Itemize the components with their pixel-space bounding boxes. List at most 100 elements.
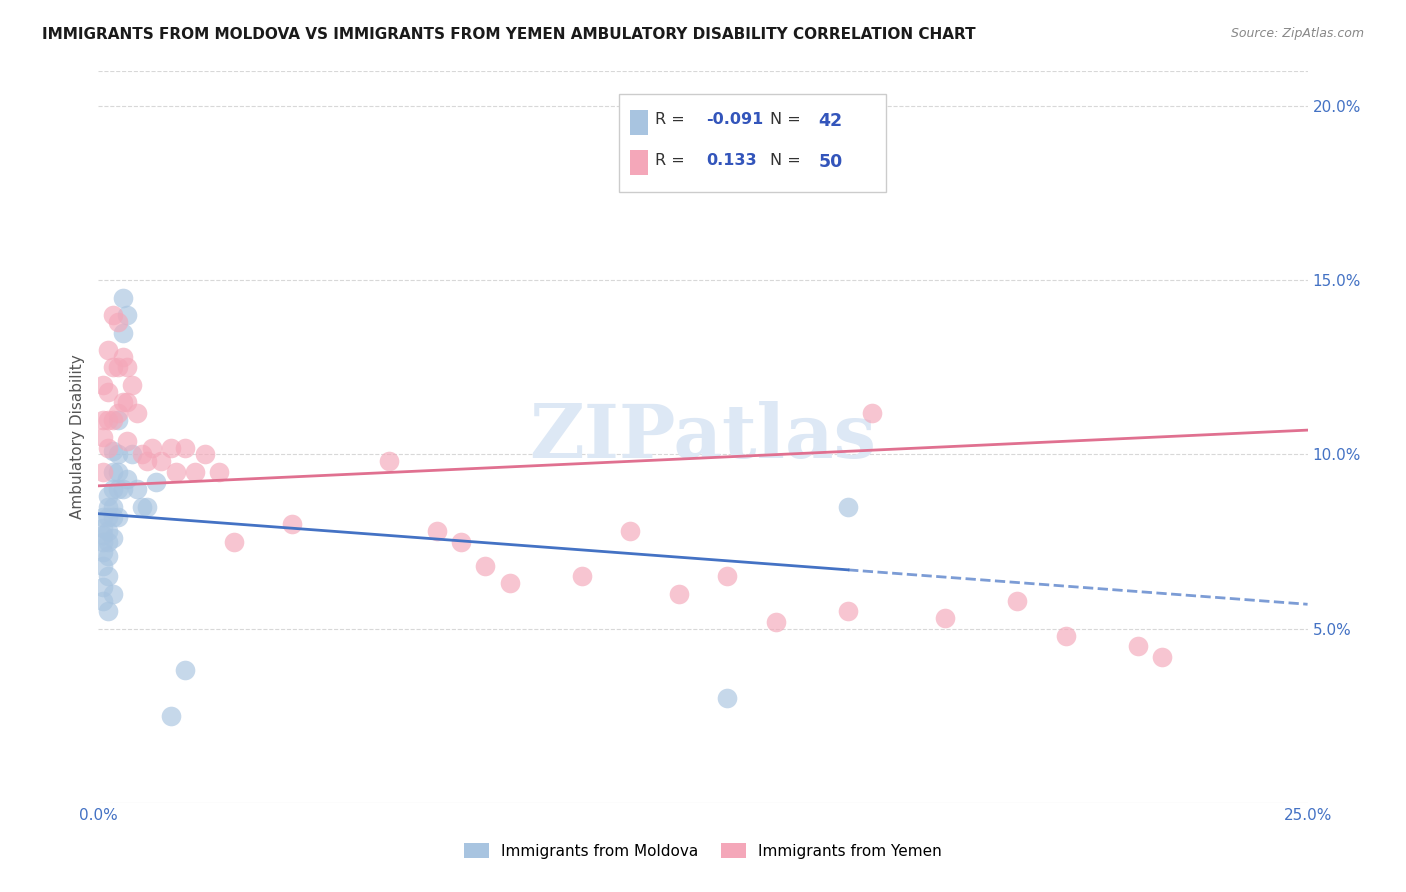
Point [141, 441, 163, 455]
Point [97, 569, 120, 583]
Point [97, 510, 120, 524]
Point [121, 448, 143, 462]
Point [101, 308, 124, 322]
Point [111, 395, 134, 409]
Point [101, 500, 124, 514]
Point [111, 291, 134, 305]
Point [117, 472, 139, 486]
Text: -0.091: -0.091 [706, 112, 763, 128]
Point [107, 465, 129, 479]
Point [91, 545, 114, 559]
Point [668, 587, 690, 601]
Point [860, 406, 883, 420]
Text: N =: N = [770, 112, 807, 128]
Point [150, 454, 173, 468]
Text: IMMIGRANTS FROM MOLDOVA VS IMMIGRANTS FROM YEMEN AMBULATORY DISABILITY CORRELATI: IMMIGRANTS FROM MOLDOVA VS IMMIGRANTS FR… [42, 27, 976, 42]
Point [97, 343, 120, 357]
Point [107, 315, 129, 329]
Point [716, 691, 738, 706]
Point [97, 534, 120, 549]
Point [111, 483, 134, 497]
Point [101, 444, 124, 458]
Point [111, 326, 134, 340]
Point [97, 549, 120, 563]
Point [194, 448, 217, 462]
Point [1128, 639, 1150, 653]
Point [117, 434, 139, 448]
Point [127, 483, 149, 497]
Point [97, 489, 120, 503]
Point [111, 350, 134, 364]
Point [426, 524, 449, 538]
Point [174, 664, 197, 678]
Point [127, 406, 149, 420]
Point [101, 587, 124, 601]
Point [1152, 649, 1174, 664]
Point [107, 448, 129, 462]
Point [117, 308, 139, 322]
Point [97, 384, 120, 399]
Point [934, 611, 956, 625]
Point [1054, 629, 1077, 643]
Point [716, 569, 738, 583]
Point [97, 604, 120, 618]
Point [174, 441, 197, 455]
Point [165, 465, 187, 479]
Text: Source: ZipAtlas.com: Source: ZipAtlas.com [1230, 27, 1364, 40]
Point [101, 412, 124, 426]
Legend: Immigrants from Moldova, Immigrants from Yemen: Immigrants from Moldova, Immigrants from… [458, 837, 948, 864]
Point [184, 465, 207, 479]
Text: 50: 50 [818, 153, 842, 170]
Point [101, 510, 124, 524]
Point [107, 406, 129, 420]
Point [97, 524, 120, 538]
Text: N =: N = [770, 153, 807, 168]
Point [101, 465, 124, 479]
Point [91, 465, 114, 479]
Point [619, 524, 641, 538]
Text: 0.133: 0.133 [706, 153, 756, 168]
Point [91, 377, 114, 392]
Text: R =: R = [655, 112, 690, 128]
Point [135, 454, 157, 468]
Point [131, 448, 153, 462]
Point [837, 604, 859, 618]
Point [101, 531, 124, 545]
Point [107, 412, 129, 426]
Point [377, 454, 399, 468]
Point [571, 569, 593, 583]
Point [474, 558, 496, 573]
Point [107, 510, 129, 524]
Y-axis label: Ambulatory Disability: Ambulatory Disability [69, 355, 84, 519]
Point [97, 441, 120, 455]
Point [1007, 594, 1029, 608]
Point [131, 500, 153, 514]
Text: 42: 42 [818, 112, 842, 130]
Point [91, 521, 114, 535]
Point [765, 615, 787, 629]
Point [91, 527, 114, 541]
Text: ZIPatlas: ZIPatlas [530, 401, 876, 474]
Point [97, 500, 120, 514]
Point [107, 360, 129, 375]
Point [222, 534, 245, 549]
Point [498, 576, 520, 591]
Point [91, 580, 114, 594]
Point [145, 475, 167, 490]
Point [135, 500, 157, 514]
Point [160, 708, 183, 723]
Point [97, 412, 120, 426]
Text: R =: R = [655, 153, 690, 168]
Point [837, 500, 859, 514]
Point [208, 465, 231, 479]
Point [91, 430, 114, 444]
Point [450, 534, 472, 549]
Point [91, 594, 114, 608]
Point [101, 360, 124, 375]
Point [91, 510, 114, 524]
Point [281, 517, 304, 532]
Point [121, 377, 143, 392]
Point [160, 441, 183, 455]
Point [117, 360, 139, 375]
Point [91, 558, 114, 573]
